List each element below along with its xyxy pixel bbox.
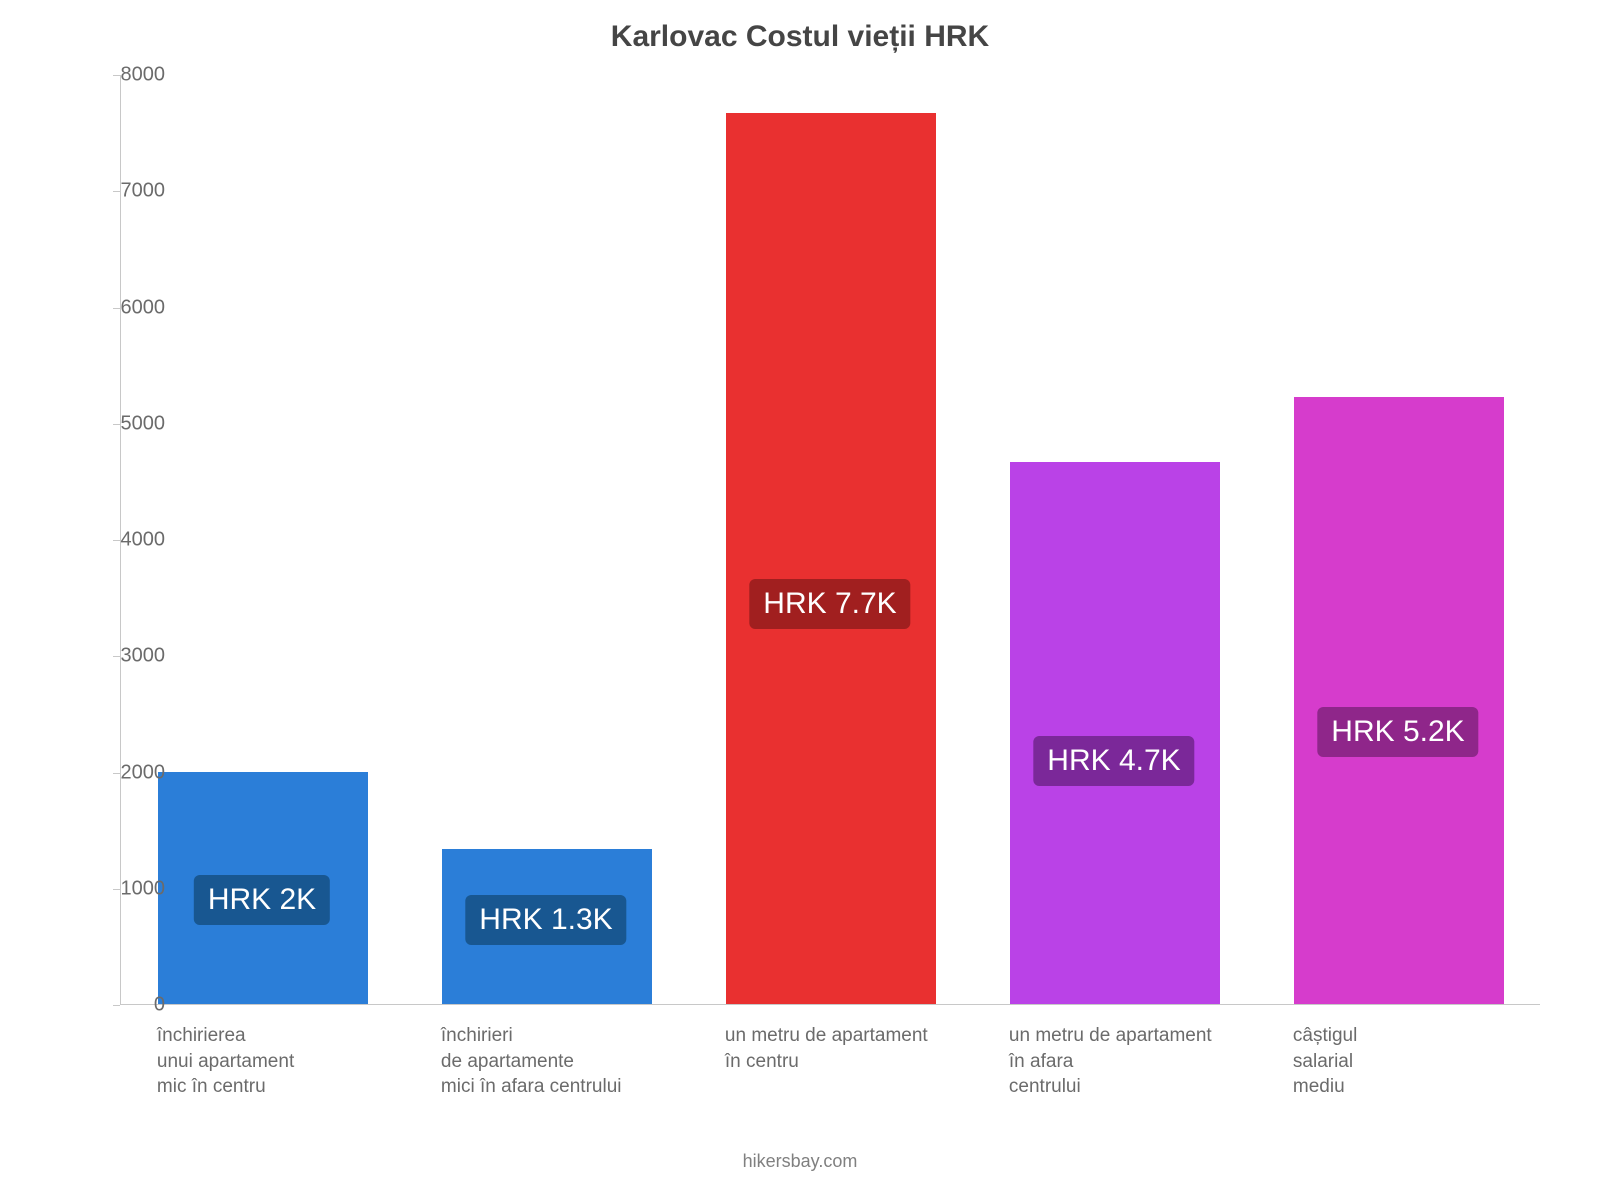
y-tick-label: 5000	[85, 412, 165, 435]
y-tick-label: 3000	[85, 645, 165, 668]
y-tick-label: 6000	[85, 296, 165, 319]
chart-title: Karlovac Costul vieții HRK	[0, 20, 1600, 54]
bar-value-label: HRK 4.7K	[1033, 736, 1194, 786]
plot-area	[120, 75, 1540, 1005]
x-axis-label: închirieride apartamentemici în afara ce…	[441, 1023, 681, 1100]
x-axis-label: un metru de apartamentîn centru	[725, 1023, 965, 1074]
bar-value-label: HRK 5.2K	[1317, 707, 1478, 757]
y-tick-mark	[113, 424, 120, 425]
bar-value-label: HRK 2K	[194, 875, 330, 925]
y-tick-mark	[113, 889, 120, 890]
y-tick-label: 4000	[85, 529, 165, 552]
bar	[1294, 397, 1504, 1004]
bar	[1010, 462, 1220, 1004]
y-tick-label: 2000	[85, 761, 165, 784]
chart-container: Karlovac Costul vieții HRK hikersbay.com…	[0, 0, 1600, 1200]
y-tick-label: 7000	[85, 180, 165, 203]
y-tick-mark	[113, 1005, 120, 1006]
y-tick-mark	[113, 75, 120, 76]
bar	[726, 113, 936, 1004]
y-tick-mark	[113, 656, 120, 657]
y-tick-label: 8000	[85, 64, 165, 87]
x-axis-label: câștigulsalarialmediu	[1293, 1023, 1533, 1100]
y-tick-label: 1000	[85, 877, 165, 900]
y-tick-label: 0	[85, 994, 165, 1017]
y-tick-mark	[113, 191, 120, 192]
bar-value-label: HRK 1.3K	[465, 895, 626, 945]
y-tick-mark	[113, 773, 120, 774]
chart-footer: hikersbay.com	[0, 1151, 1600, 1172]
bar-value-label: HRK 7.7K	[749, 579, 910, 629]
y-tick-mark	[113, 540, 120, 541]
x-axis-label: închiriereaunui apartamentmic în centru	[157, 1023, 397, 1100]
x-axis-label: un metru de apartamentîn afaracentrului	[1009, 1023, 1249, 1100]
y-tick-mark	[113, 308, 120, 309]
